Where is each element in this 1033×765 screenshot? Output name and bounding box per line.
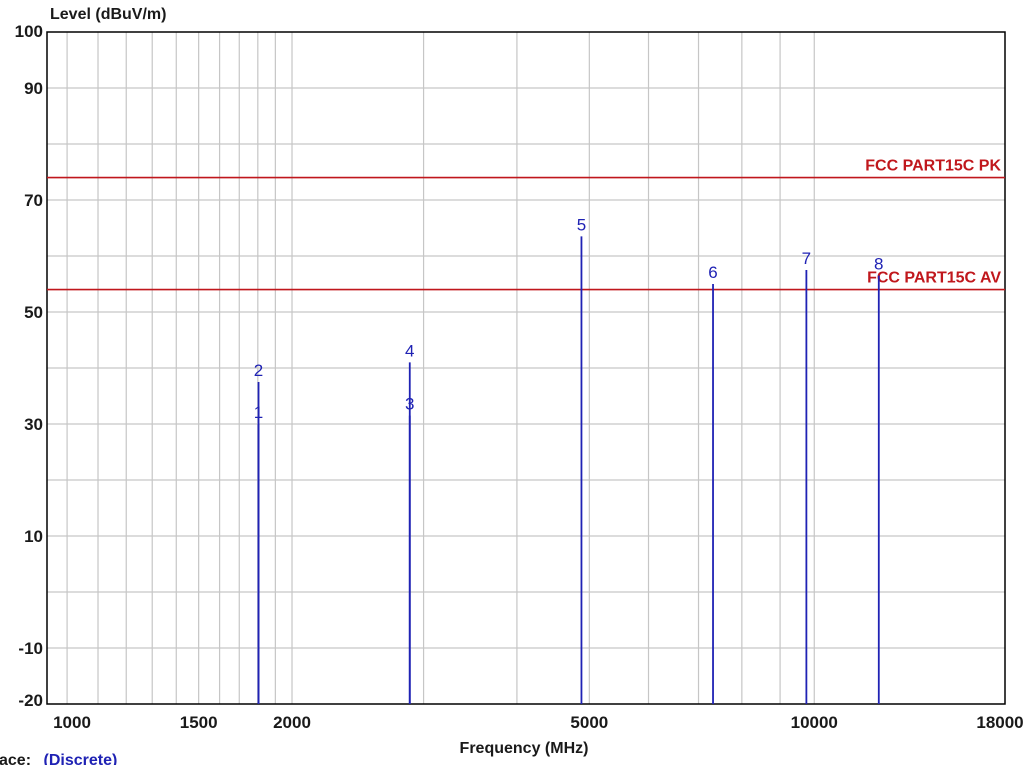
trace-label: ace: (Discrete) (0, 752, 117, 765)
x-axis-label: Frequency (MHz) (460, 740, 589, 757)
x-tick-label: 2000 (273, 713, 311, 732)
y-axis-label: Level (dBuV/m) (50, 6, 166, 23)
limit-label: FCC PART15C AV (867, 270, 1001, 287)
y-tick-label: 30 (24, 415, 43, 434)
marker-label: 8 (874, 255, 883, 274)
x-tick-label: 18000 (976, 713, 1023, 732)
marker-label: 4 (405, 341, 414, 360)
y-gridlines (47, 87, 1005, 649)
marker-label: 2 (254, 361, 263, 380)
marker-lines: 12345678 (254, 215, 884, 704)
x-tick-label: 1500 (180, 713, 218, 732)
y-tick-label: -20 (18, 691, 43, 710)
limit-label: FCC PART15C PK (865, 158, 1001, 175)
trace-label-value: (Discrete) (43, 752, 117, 765)
x-tick-label: 10000 (791, 713, 838, 732)
y-tick-label: 100 (15, 22, 43, 41)
y-tick-label: -10 (18, 639, 43, 658)
x-tick-label: 1000 (53, 713, 91, 732)
x-tick-labels: 1000 1500 2000 5000 10000 18000 (53, 713, 1024, 732)
y-tick-label: 10 (24, 527, 43, 546)
marker-label: 5 (577, 215, 586, 234)
marker-label: 7 (802, 249, 811, 268)
y-tick-label: 70 (24, 191, 43, 210)
plot-frame (46, 31, 1006, 705)
x-tick-label: 5000 (570, 713, 608, 732)
y-tick-label: 90 (24, 79, 43, 98)
limit-lines: FCC PART15C PK FCC PART15C AV (47, 158, 1005, 291)
marker-label: 6 (708, 263, 717, 282)
y-tick-label: 50 (24, 303, 43, 322)
trace-label-prefix: ace: (0, 752, 31, 765)
y-tick-labels: 100 90 70 50 30 10 -10 -20 (15, 22, 43, 710)
